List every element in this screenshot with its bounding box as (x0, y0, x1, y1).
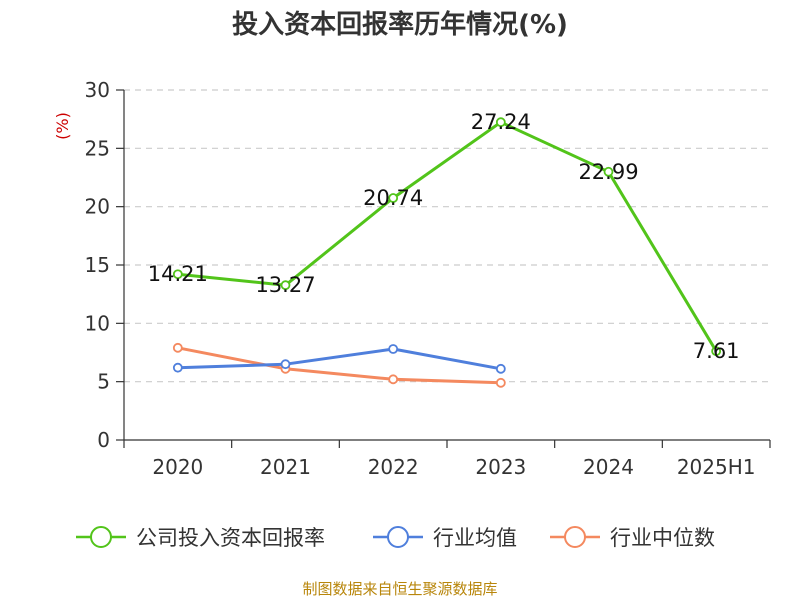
y-tick-label-0: 0 (97, 428, 110, 452)
gridlines (124, 89, 770, 383)
data-label-2022: 20.74 (363, 186, 423, 210)
data-label-2020: 14.21 (148, 262, 208, 286)
data-point-s2-2020 (172, 342, 183, 353)
legend-item-1[interactable]: 行业均值 (373, 526, 517, 550)
data-label-2023: 27.24 (471, 110, 531, 134)
x-tick-label-2020: 2020 (152, 455, 203, 479)
x-tick-label-2022: 2022 (368, 455, 419, 479)
data-point-s1-2021 (280, 359, 291, 370)
data-point-s0-2023 (495, 117, 506, 128)
legend-marker-0 (90, 526, 112, 548)
legend-item-0[interactable]: 公司投入资本回报率 (76, 526, 325, 550)
legend-marker-1 (387, 526, 409, 548)
data-labels: 14.21 13.27 20.74 27.24 22.99 7.61 (148, 110, 740, 363)
y-tick-label-25: 25 (85, 136, 110, 160)
chart-title: 投入资本回报率历年情况(%) (232, 9, 568, 40)
legend-label-0: 公司投入资本回报率 (136, 526, 325, 550)
data-label-2024: 22.99 (578, 160, 638, 184)
data-point-s1-2022 (388, 344, 399, 354)
x-axis-tick-labels: 2020 2021 2022 2023 2024 2025H1 (152, 455, 755, 479)
series-line-0 (177, 120, 718, 352)
y-tick-label-15: 15 (85, 253, 110, 277)
x-tick-label-2023: 2023 (475, 455, 526, 479)
data-point-s2-2023 (495, 377, 506, 388)
data-point-s0-2021 (280, 280, 291, 291)
data-point-s0-2022 (388, 193, 399, 203)
y-tick-label-5: 5 (97, 370, 110, 394)
y-tick-label-30: 30 (85, 78, 110, 102)
x-tick-label-2024: 2024 (583, 455, 634, 479)
data-label-2025H1: 7.61 (693, 339, 740, 363)
y-tick-label-20: 20 (85, 195, 110, 219)
series-line-2 (177, 346, 501, 385)
y-axis-unit-label: (%) (53, 112, 72, 140)
data-point-s1-2023 (495, 363, 506, 374)
data-label-2021: 13.27 (255, 273, 315, 297)
legend-label-2: 行业中位数 (610, 526, 715, 550)
axes (116, 89, 771, 448)
series-line-1 (177, 347, 502, 371)
data-point-s0-2024 (603, 166, 614, 177)
x-tick-label-2021: 2021 (260, 455, 311, 479)
data-point-s0-2020 (172, 269, 183, 280)
y-axis-tick-labels: 0 5 10 15 20 25 30 (85, 78, 110, 452)
legend[interactable]: 公司投入资本回报率 行业均值 行业中位数 (76, 526, 715, 550)
y-tick-label-10: 10 (85, 311, 110, 335)
legend-marker-2 (564, 526, 586, 548)
legend-label-1: 行业均值 (433, 526, 517, 550)
x-tick-label-2025H1: 2025H1 (677, 455, 756, 479)
legend-item-2[interactable]: 行业中位数 (550, 526, 715, 550)
data-point-s2-2022 (388, 374, 399, 385)
source-note: 制图数据来自恒生聚源数据库 (302, 580, 497, 598)
data-point-s1-2020 (172, 362, 183, 373)
data-point-s0-2025H1 (711, 346, 722, 357)
series-lines (172, 117, 722, 388)
